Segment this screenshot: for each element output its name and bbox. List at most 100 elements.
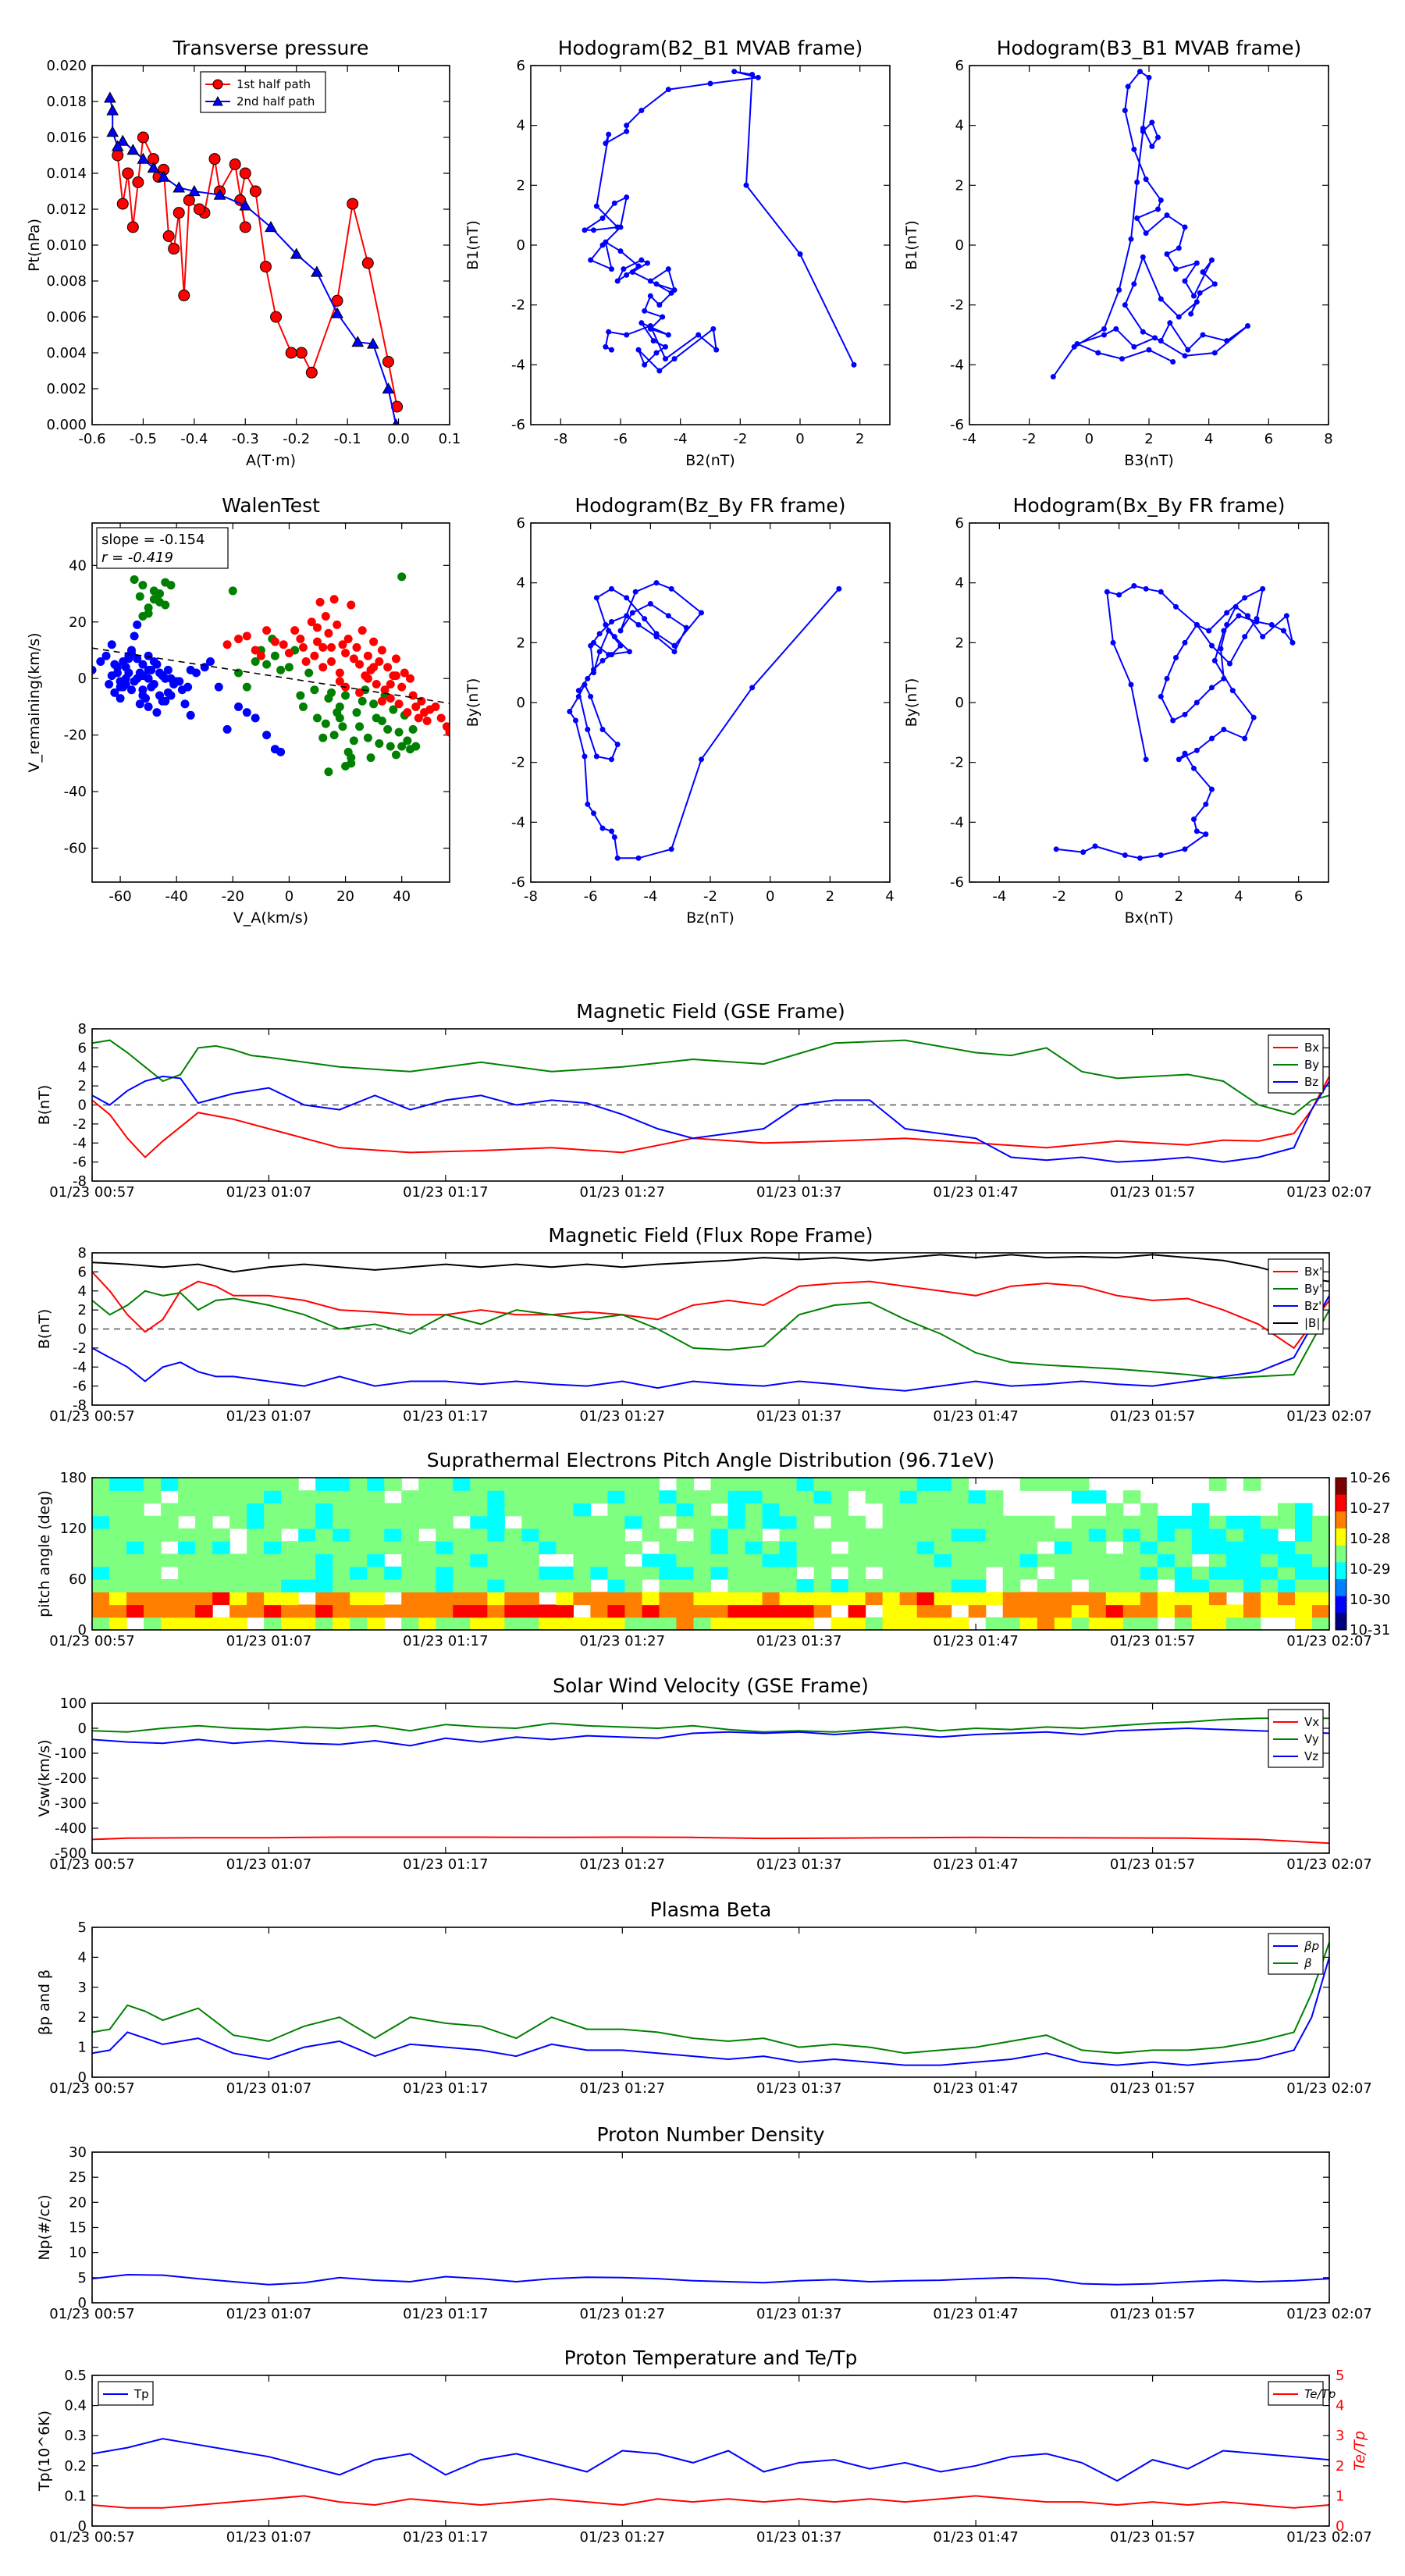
heatmap-cell xyxy=(281,1478,299,1491)
series-by xyxy=(92,1039,1329,1115)
heatmap-cell xyxy=(487,1490,505,1504)
x-tick-label: -0.5 xyxy=(130,431,157,447)
data-point xyxy=(603,343,609,350)
y-tick-label: -8 xyxy=(73,1397,87,1414)
x-tick-label: 01/23 01:47 xyxy=(933,2529,1018,2546)
heatmap-cell xyxy=(161,1592,179,1606)
data-point xyxy=(394,699,404,709)
x-tick-label: 01/23 01:17 xyxy=(403,2306,488,2322)
data-point xyxy=(158,696,167,706)
heatmap-cell xyxy=(109,1541,127,1555)
heatmap-cell xyxy=(573,1579,592,1592)
data-point xyxy=(178,289,190,301)
heatmap-cell xyxy=(693,1566,712,1580)
data-point xyxy=(1182,224,1188,230)
x-tick-label: -20 xyxy=(222,888,244,905)
y-tick-label: 0.004 xyxy=(46,345,87,361)
heatmap-cell xyxy=(710,1541,729,1555)
heatmap-cell xyxy=(470,1592,488,1606)
data-point xyxy=(1146,347,1152,353)
heatmap-cell xyxy=(624,1515,643,1529)
series-by- xyxy=(92,1290,1329,1379)
heatmap-cell xyxy=(693,1503,712,1517)
heatmap-cell xyxy=(212,1490,230,1504)
y-right-tick-label: 5 xyxy=(1336,2368,1344,2384)
data-point xyxy=(1211,350,1218,356)
heatmap-cell xyxy=(951,1515,969,1529)
data-point xyxy=(135,699,144,709)
x-tick-label: -0.6 xyxy=(78,431,105,447)
data-point xyxy=(276,665,286,674)
plot-frame xyxy=(91,1703,1330,1854)
x-tick-label: 0 xyxy=(766,888,774,905)
data-point xyxy=(624,332,630,338)
heatmap-cell xyxy=(1311,1553,1330,1567)
heatmap-cell xyxy=(229,1604,247,1618)
heatmap-cell xyxy=(659,1604,678,1618)
heatmap-cell xyxy=(126,1566,144,1580)
heatmap-cell xyxy=(367,1478,385,1491)
heatmap-cell xyxy=(161,1478,179,1491)
heatmap-cell xyxy=(556,1528,574,1542)
y-right-tick-label: 1 xyxy=(1336,2488,1344,2504)
heatmap-cell xyxy=(212,1553,230,1567)
heatmap-cell xyxy=(745,1515,763,1529)
x-tick-label: 2 xyxy=(855,431,864,447)
heatmap-cell xyxy=(1311,1592,1330,1606)
data-point xyxy=(382,356,394,368)
x-tick-label: 01/23 01:27 xyxy=(580,1408,665,1425)
heatmap-cell xyxy=(178,1566,196,1580)
heatmap-cell xyxy=(573,1515,592,1529)
data-point xyxy=(338,722,347,731)
data-point xyxy=(1200,332,1206,338)
data-point xyxy=(149,656,158,666)
heatmap-cell xyxy=(504,1579,522,1592)
heatmap-cell xyxy=(762,1566,781,1580)
data-point xyxy=(138,581,148,590)
x-tick-label: -4 xyxy=(992,888,1006,905)
y-right-tick-label: 2 xyxy=(1336,2458,1344,2475)
heatmap-cell xyxy=(1208,1478,1227,1491)
heatmap-cell xyxy=(264,1515,282,1529)
heatmap-cell xyxy=(1122,1566,1141,1580)
y-tick-label: 6 xyxy=(955,515,964,532)
heatmap-cell xyxy=(762,1553,781,1567)
data-point xyxy=(166,581,176,590)
legend: βpβ xyxy=(1268,1933,1324,1975)
y-tick-label: -40 xyxy=(64,784,87,800)
data-point xyxy=(1122,302,1128,308)
heatmap-cell xyxy=(1105,1604,1124,1618)
data-point xyxy=(347,753,356,763)
colorbar-band xyxy=(1336,1528,1346,1546)
y-tick-label: 15 xyxy=(69,2220,87,2236)
y-tick-label: 0 xyxy=(955,695,964,711)
panel-title: Hodogram(Bx_By FR frame) xyxy=(1013,494,1286,517)
data-point xyxy=(137,131,149,144)
data-point xyxy=(1116,287,1122,293)
heatmap-cell xyxy=(350,1579,368,1592)
data-point xyxy=(642,616,648,622)
data-point xyxy=(262,626,272,635)
heatmap-cell xyxy=(1054,1528,1072,1542)
data-point xyxy=(377,696,386,706)
heatmap-cell xyxy=(539,1515,557,1529)
heatmap-cell xyxy=(229,1592,247,1606)
heatmap-cell xyxy=(1037,1528,1055,1542)
x-tick-label: -4 xyxy=(643,888,657,905)
heatmap-cell xyxy=(1037,1592,1055,1606)
data-point xyxy=(431,702,440,711)
heatmap-cell xyxy=(539,1617,557,1631)
data-point xyxy=(137,152,150,164)
x-tick-label: 01/23 01:57 xyxy=(1110,1856,1195,1873)
heatmap-cell xyxy=(247,1579,265,1592)
heatmap-cell xyxy=(212,1566,230,1580)
data-point xyxy=(242,632,251,641)
heatmap-cell xyxy=(573,1528,592,1542)
heatmap-cell xyxy=(1311,1604,1330,1618)
x-tick-label: -2 xyxy=(1052,888,1066,905)
data-point xyxy=(1131,146,1137,152)
heatmap-cell xyxy=(1088,1490,1107,1504)
heatmap-cell xyxy=(1122,1553,1141,1567)
heatmap-cell xyxy=(1088,1566,1107,1580)
data-point xyxy=(642,361,648,368)
